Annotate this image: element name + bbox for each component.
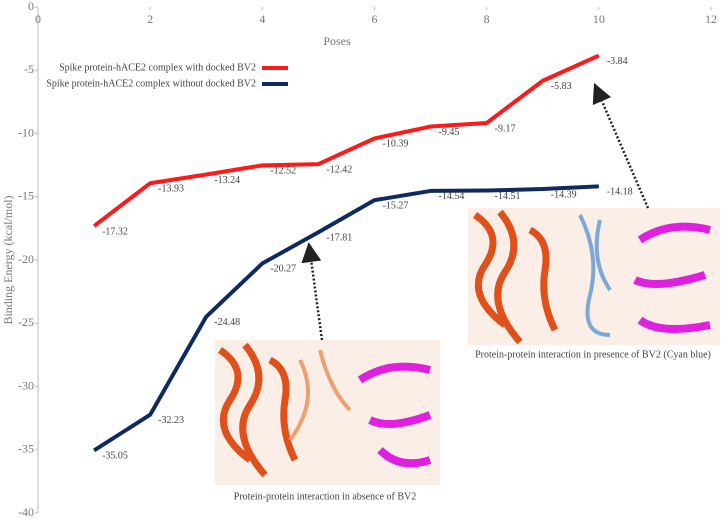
inset-absence (215, 340, 440, 485)
x-tick-label: 2 (147, 12, 153, 26)
data-label: -13.24 (214, 175, 240, 186)
x-axis-title: Poses (323, 34, 351, 48)
data-label: -17.81 (326, 233, 352, 244)
y-tick-label: 0 (28, 0, 34, 13)
data-label: -3.84 (607, 56, 628, 67)
helix (472, 209, 559, 345)
data-label: -14.18 (607, 187, 633, 198)
data-label: -14.54 (439, 191, 465, 202)
series-line (92, 53, 600, 228)
annotation: Protein-protein interaction in presence … (475, 349, 711, 360)
data-label: -20.27 (270, 264, 296, 275)
x-tick-label: 0 (35, 12, 41, 26)
data-label: -9.45 (439, 127, 460, 138)
y-tick-label: -5 (24, 62, 34, 76)
x-tick-label: 6 (372, 12, 378, 26)
arrow (301, 242, 324, 341)
x-tick-label: 10 (593, 12, 605, 26)
helix (217, 342, 299, 478)
series-line (93, 184, 599, 453)
data-label: -17.32 (102, 226, 128, 237)
x-tick-label: 8 (484, 12, 490, 26)
y-axis-title: Binding Energy (kcal/mol) (1, 195, 15, 324)
y-tick-label: -40 (18, 505, 34, 519)
data-label: -35.05 (102, 451, 128, 462)
data-label: -12.42 (326, 164, 352, 175)
arrow (592, 82, 650, 209)
data-label: -15.27 (383, 200, 409, 211)
y-tick-label: -10 (18, 125, 34, 139)
y-tick-label: -20 (18, 252, 34, 266)
ligand (578, 214, 612, 337)
legend-label: Spike protein-hACE2 complex with docked … (59, 62, 256, 73)
data-label: -10.39 (383, 139, 409, 150)
sheet (633, 222, 711, 333)
x-tick-label: 4 (259, 12, 265, 26)
helix (288, 349, 352, 442)
data-label: -12.52 (270, 166, 296, 177)
data-label: -14.51 (495, 191, 521, 202)
inset-presence (468, 208, 720, 345)
legend-label: Spike protein-hACE2 complex without dock… (46, 78, 256, 89)
data-label: -14.39 (551, 189, 577, 200)
data-label: -5.83 (551, 81, 572, 92)
x-tick-label: 12 (705, 12, 717, 26)
data-label: -32.23 (158, 415, 184, 426)
sheet (357, 362, 432, 468)
data-label: -13.93 (158, 184, 184, 195)
y-tick-label: -30 (18, 378, 34, 392)
y-tick-label: -35 (18, 442, 34, 456)
data-label: -24.48 (214, 317, 240, 328)
annotation: Protein-protein interaction in absence o… (234, 491, 416, 502)
y-tick-label: -15 (18, 189, 34, 203)
data-label: -9.17 (495, 123, 516, 134)
y-tick-label: -25 (18, 315, 34, 329)
